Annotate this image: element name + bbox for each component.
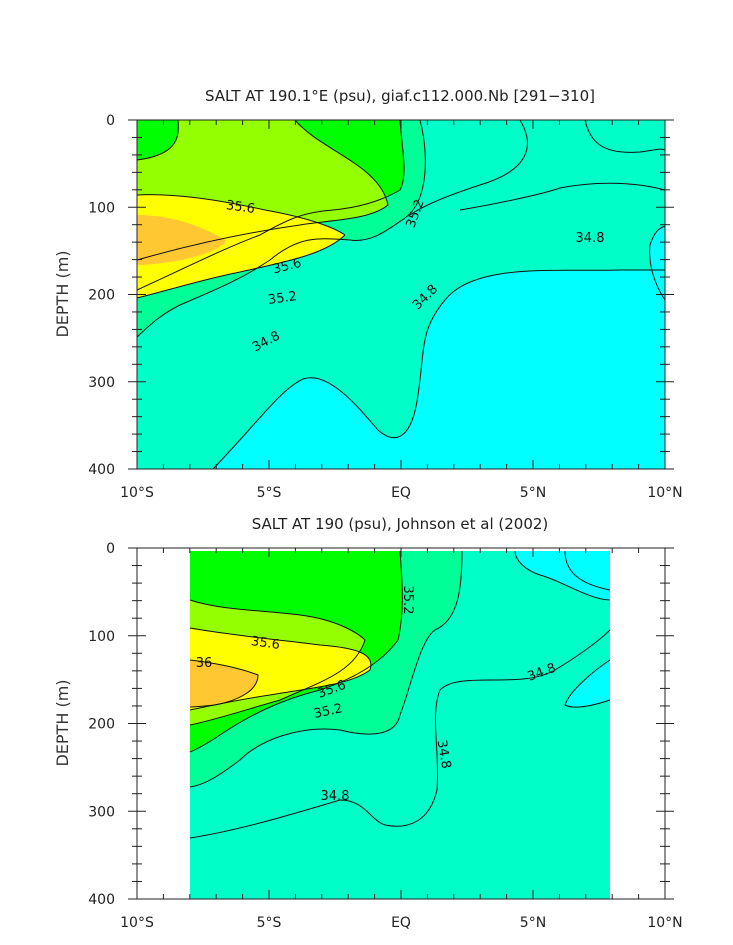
top-panel: SALT AT 190.1°E (psu), giaf.c112.000.Nb …	[53, 87, 683, 501]
bottom-fill-lt-34-6-east	[565, 660, 610, 708]
bottom-contour-line	[189, 599, 366, 726]
top-contour-line	[136, 119, 389, 261]
top-y-tick-label: 300	[88, 375, 115, 391]
bottom-contour-line	[189, 550, 403, 753]
bottom-contour-fills	[190, 551, 610, 899]
top-contour-line	[584, 119, 666, 153]
bottom-x-tick-label: 10°S	[120, 915, 154, 931]
contour-label: 34.8	[321, 789, 350, 804]
contour-label: 34.8	[576, 231, 605, 246]
top-x-tick-label: 10°S	[120, 485, 154, 501]
top-contour-line	[459, 182, 666, 211]
contour-label: 35.2	[313, 701, 344, 722]
bottom-fill-lt-34-6-north	[515, 551, 610, 600]
bottom-contour-line	[514, 550, 611, 601]
bottom-x-tick-label: 5°N	[520, 915, 546, 931]
contour-label: 35.6	[250, 634, 281, 653]
top-y-tick-label: 200	[88, 288, 115, 304]
bottom-contour-line	[564, 659, 611, 708]
top-contour-line	[136, 119, 405, 291]
contour-label: 35.6	[271, 256, 303, 278]
top-contour-labels: 35.6 35.6 35.2 35.2 34.8 34.8 34.8	[225, 198, 604, 356]
bottom-contour-line	[189, 629, 611, 839]
bottom-contour-line	[564, 550, 611, 591]
contour-label: 34.8	[434, 739, 454, 770]
top-x-tick-label: 10°N	[647, 485, 682, 501]
top-y-tick-label: 100	[88, 200, 115, 216]
bottom-x-tick-label: 10°N	[647, 915, 682, 931]
top-x-tick-label: 5°N	[520, 485, 546, 501]
top-x-tick-label: 5°S	[257, 485, 282, 501]
top-chart-title: SALT AT 190.1°E (psu), giaf.c112.000.Nb …	[205, 87, 595, 105]
bottom-x-tick-label: 5°S	[257, 915, 282, 931]
top-contour-line	[136, 194, 346, 236]
bottom-y-tick-label: 300	[88, 804, 115, 820]
top-fill-lt-34-6-east	[649, 226, 665, 300]
top-contour-line	[136, 119, 179, 161]
top-contour-line	[649, 225, 666, 301]
contour-label: 35.6	[225, 198, 256, 217]
bottom-y-axis-label: DEPTH (m)	[53, 679, 72, 766]
bottom-contour-line	[189, 550, 463, 788]
bottom-chart-title: SALT AT 190 (psu), Johnson et al (2002)	[252, 515, 549, 533]
top-fill-35-6-36	[137, 194, 345, 298]
top-contour-line	[136, 234, 346, 299]
top-contour-line	[409, 119, 528, 216]
top-fill-lt-34-6	[137, 270, 665, 469]
bottom-x-tick-label: EQ	[391, 915, 411, 931]
top-axes: 10°S 5°S EQ 5°N 10°N 0 100 200 300 400	[88, 113, 682, 501]
top-fill-35-2-35-4-corner	[137, 120, 179, 160]
bottom-contour-line	[189, 627, 372, 711]
top-contour-fills	[137, 120, 665, 469]
top-y-tick-label: 0	[106, 113, 115, 129]
top-y-axis-label: DEPTH (m)	[53, 250, 72, 337]
bottom-y-tick-label: 400	[88, 892, 115, 908]
contour-label: 35.2	[400, 586, 415, 615]
top-contour-lines	[136, 119, 666, 470]
bottom-y-tick-label: 200	[88, 717, 115, 733]
bottom-contour-line	[189, 659, 259, 708]
bottom-panel: SALT AT 190 (psu), Johnson et al (2002) …	[53, 515, 683, 931]
top-y-tick-label: 400	[88, 462, 115, 478]
top-fill-gt-36	[137, 215, 226, 265]
bottom-axes: 10°S 5°S EQ 5°N 10°N 0 100 200 300 400	[88, 541, 682, 931]
bottom-y-tick-label: 0	[106, 541, 115, 557]
bottom-y-tick-label: 100	[88, 629, 115, 645]
top-x-tick-label: EQ	[391, 485, 411, 501]
contour-label: 36	[196, 656, 213, 671]
bottom-fill-gt-36	[190, 660, 258, 707]
top-contour-line	[212, 269, 665, 470]
bottom-contour-lines	[189, 550, 611, 839]
top-contour-line	[136, 119, 426, 338]
contour-label: 35.2	[267, 289, 298, 308]
